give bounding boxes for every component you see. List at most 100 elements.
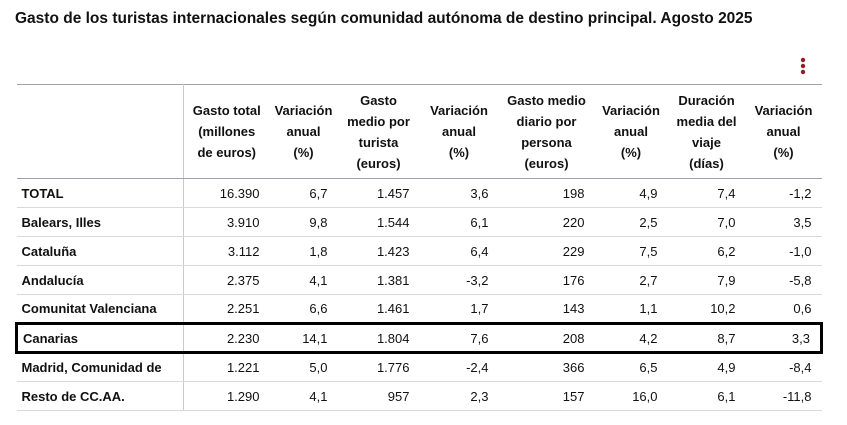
header-cell: Variación anual (%) (419, 84, 499, 179)
row-label: TOTAL (16, 178, 184, 208)
header-line: persona (521, 134, 572, 150)
cell: -11,8 (745, 381, 822, 411)
header-line: (euros) (524, 155, 569, 171)
cell: 8,7 (667, 322, 746, 354)
cell: 4,1 (269, 381, 338, 411)
cell: 229 (498, 236, 595, 266)
table-row: TOTAL 16.390 6,7 1.457 3,6 198 4,9 7,4 -1,2 (16, 178, 822, 208)
header-line: (%) (773, 145, 794, 160)
cell: 4,2 (594, 322, 668, 354)
header-line: Gasto total (192, 103, 261, 118)
header-cell: Duración media del viaje (días) (667, 84, 746, 179)
cell: 9,8 (269, 207, 338, 237)
cell: 2,5 (594, 207, 668, 237)
header-cell: Variación anual (%) (594, 84, 668, 179)
cell: 4,1 (269, 265, 338, 295)
cell: 198 (498, 178, 595, 208)
table-row: Comunitat Valenciana 2.251 6,6 1.461 1,7 143 1… (16, 294, 822, 324)
row-label: Canarias (15, 322, 184, 354)
header-line: (millones (198, 124, 256, 139)
cell: 4,9 (667, 352, 746, 382)
header-row: Gasto total (millones de euros) Variación an… (16, 84, 822, 179)
row-label: Cataluña (16, 236, 184, 266)
header-line: Variación (754, 103, 813, 118)
cell: -8,4 (745, 352, 822, 382)
cell: 1.423 (337, 236, 420, 266)
cell: -3,2 (419, 265, 499, 295)
cell: 1.381 (337, 265, 420, 295)
table-row: Balears, Illes 3.910 9,8 1.544 6,1 220 2,5 7,0 3… (16, 207, 822, 237)
header-line: Variación (274, 103, 333, 118)
cell: 3.112 (183, 236, 270, 266)
cell: 6,1 (667, 381, 746, 411)
header-line: anual (766, 124, 801, 139)
cell: 10,2 (667, 294, 746, 324)
cell: 3.910 (183, 207, 270, 237)
header-cell: Variación anual (%) (269, 84, 338, 179)
cell: 1,8 (269, 236, 338, 266)
cell: 7,0 (667, 207, 746, 237)
header-line: Duración (678, 92, 735, 108)
header-line: de euros) (197, 145, 256, 160)
cell: -1,2 (745, 178, 822, 208)
cell: 7,6 (419, 322, 499, 354)
cell: 143 (498, 294, 595, 324)
cell: 0,6 (745, 294, 822, 324)
cell: 2.230 (183, 322, 270, 354)
table-row: Cataluña 3.112 1,8 1.423 6,4 229 7,5 6,2 -1,0 (16, 236, 822, 266)
cell: 157 (498, 381, 595, 411)
header-cell: Gasto medio diario por persona (euros) (498, 84, 595, 179)
header-line: anual (442, 124, 476, 139)
header-line: (%) (293, 145, 314, 160)
cell: 4,9 (594, 178, 668, 208)
cell: 1,7 (419, 294, 499, 324)
header-cell (16, 84, 184, 179)
cell: 208 (498, 322, 595, 354)
header-line: (euros) (356, 155, 401, 171)
cell: 1.461 (337, 294, 420, 324)
header-line: diario por (516, 113, 577, 129)
data-table: Gasto total (millones de euros) Variación an… (15, 84, 823, 411)
table-row: Andalucía 2.375 4,1 1.381 -3,2 176 2,7 7,9 -5,8 (16, 265, 822, 295)
cell: 6,7 (269, 178, 338, 208)
header-line: (%) (448, 145, 470, 160)
cell: -2,4 (419, 352, 499, 382)
title: Gasto de los turistas internacionales se… (15, 10, 753, 27)
header-cell: Gasto total (millones de euros) (183, 84, 270, 179)
header-line: viaje (692, 134, 721, 150)
cell: 6,4 (419, 236, 499, 266)
cell: -5,8 (745, 265, 822, 295)
header-cell: Gasto medio por turista (euros) (337, 84, 420, 179)
row-label: Andalucía (16, 265, 184, 295)
header-line: turista (358, 134, 399, 150)
header-line: medio por (347, 113, 410, 129)
table-row: Resto de CC.AA. 1.290 4,1 957 2,3 157 16,0 6,1-… (16, 381, 822, 411)
cell: 1.290 (183, 381, 270, 411)
cell: 6,1 (419, 207, 499, 237)
cell: 1.776 (337, 352, 420, 382)
cell: 3,5 (745, 207, 822, 237)
cell: 366 (498, 352, 595, 382)
cell: 3,6 (419, 178, 499, 208)
cell: 220 (498, 207, 595, 237)
cell: -1,0 (745, 236, 822, 266)
cell: 1.544 (337, 207, 420, 237)
cell: 2,3 (419, 381, 499, 411)
header-cell: Variación anual (%) (745, 84, 822, 179)
cell: 7,5 (594, 236, 668, 266)
cell: 6,5 (594, 352, 668, 382)
row-label: Resto de CC.AA. (16, 381, 184, 411)
header-line: (%) (620, 145, 642, 160)
header-line: Gasto (360, 92, 397, 108)
header-line: anual (286, 124, 321, 139)
row-label: Balears, Illes (16, 207, 184, 237)
cell: 2.251 (183, 294, 270, 324)
cell: 5,0 (269, 352, 338, 382)
table-row: Canarias 2.230 14,1 1.804 7,6 208 4,2 8,7 3,3 (15, 322, 823, 354)
header-line: Variación (602, 103, 660, 118)
cell: 16,0 (594, 381, 668, 411)
menu-button[interactable] (796, 56, 810, 78)
cell: 2,7 (594, 265, 668, 295)
header-line: Variación (430, 103, 488, 118)
